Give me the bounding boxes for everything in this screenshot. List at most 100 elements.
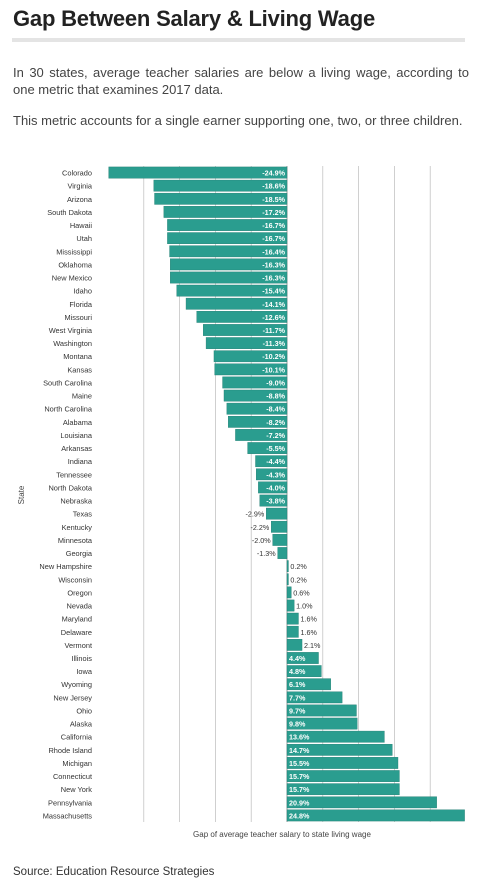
bar xyxy=(286,717,358,730)
value-label: -14.1% xyxy=(262,300,285,309)
description-paragraph-1: In 30 states, average teacher salaries a… xyxy=(13,65,469,97)
y-axis-label: State xyxy=(17,485,26,504)
category-label: Arizona xyxy=(67,195,93,204)
value-labels: -24.9% -18.6% -18.5% -17.2% -16.7% -16.7% -16.… xyxy=(245,169,321,821)
bar xyxy=(286,652,319,664)
bar xyxy=(170,271,288,284)
bar xyxy=(213,350,288,363)
category-label: New Jersey xyxy=(53,693,92,702)
category-label: Oregon xyxy=(67,588,92,597)
category-label: New Mexico xyxy=(52,274,92,283)
category-label: Nevada xyxy=(67,602,93,611)
value-label: 1.6% xyxy=(300,615,317,624)
bar xyxy=(203,324,288,336)
bar xyxy=(286,573,289,586)
value-label: 2.1% xyxy=(304,641,321,650)
bar xyxy=(286,730,385,743)
bar xyxy=(286,599,295,612)
value-label: 13.6% xyxy=(289,733,310,742)
bar xyxy=(222,376,288,389)
category-label: West Virginia xyxy=(49,326,93,335)
value-label: 15.7% xyxy=(289,772,310,781)
bar xyxy=(214,363,288,376)
description-paragraph-2: This metric accounts for a single earner… xyxy=(13,113,463,128)
value-label: -8.4% xyxy=(266,405,285,414)
category-label: Connecticut xyxy=(53,772,92,781)
bar xyxy=(266,507,288,520)
bar xyxy=(286,691,343,704)
value-label: 1.6% xyxy=(300,628,317,637)
bar xyxy=(167,232,288,245)
value-label: -11.3% xyxy=(263,339,286,348)
category-label: California xyxy=(61,733,93,742)
value-label: -18.5% xyxy=(262,195,285,204)
category-label: Idaho xyxy=(74,287,93,296)
bar xyxy=(286,639,303,651)
value-label: 6.1% xyxy=(289,680,306,689)
value-label: 0.6% xyxy=(293,588,310,597)
value-label: 0.2% xyxy=(290,562,307,571)
category-label: Massachusetts xyxy=(43,811,93,820)
value-label: -12.6% xyxy=(262,313,285,322)
value-label: 1.0% xyxy=(296,602,313,611)
category-label: Ohio xyxy=(76,706,92,715)
category-label: Missouri xyxy=(64,313,92,322)
value-label: 9.8% xyxy=(289,720,306,729)
bar xyxy=(286,586,292,599)
value-label: -16.3% xyxy=(262,260,285,269)
bar xyxy=(163,206,288,218)
category-label: Indiana xyxy=(68,457,93,466)
category-label: Wyoming xyxy=(61,680,92,689)
category-label: Hawaii xyxy=(70,221,93,230)
category-label: Michigan xyxy=(62,759,92,768)
chart-title: Gap Between Salary & Living Wage xyxy=(13,6,375,31)
bar xyxy=(247,442,288,454)
value-label: 9.7% xyxy=(289,706,306,715)
bar xyxy=(167,219,288,231)
bar xyxy=(259,494,288,507)
category-label: Texas xyxy=(73,510,93,519)
value-label: -16.7% xyxy=(262,234,285,243)
bar xyxy=(228,415,288,428)
bar xyxy=(286,770,400,782)
category-label: Wisconsin xyxy=(58,575,92,584)
category-label: Mississippi xyxy=(56,247,92,256)
value-label: -4.0% xyxy=(266,483,285,492)
category-label: Vermont xyxy=(64,641,92,650)
bar xyxy=(286,704,357,717)
category-label: Kansas xyxy=(67,365,92,374)
category-label: Louisiana xyxy=(60,431,93,440)
value-label: -8.2% xyxy=(266,418,285,427)
value-label: -17.2% xyxy=(262,208,285,217)
bar xyxy=(277,547,288,559)
category-label: Alaska xyxy=(70,720,93,729)
bar xyxy=(169,245,288,258)
value-label: -3.8% xyxy=(266,497,285,506)
bar xyxy=(176,284,288,297)
category-label: Kentucky xyxy=(62,523,93,532)
value-label: -4.3% xyxy=(266,470,285,479)
value-label: -2.9% xyxy=(245,510,264,519)
value-label: -16.3% xyxy=(262,274,285,283)
category-label: Utah xyxy=(76,234,92,243)
value-label: 7.7% xyxy=(289,693,306,702)
bar xyxy=(286,757,399,769)
category-label: New Hampshire xyxy=(39,562,92,571)
bar xyxy=(235,429,288,441)
bar xyxy=(272,534,288,546)
category-label: Alabama xyxy=(63,418,93,427)
bar xyxy=(256,468,288,481)
category-label: Illinois xyxy=(71,654,92,663)
category-label: New York xyxy=(61,785,93,794)
bar xyxy=(223,389,288,402)
category-label: Virginia xyxy=(67,182,92,191)
category-label: Nebraska xyxy=(60,497,93,506)
bar xyxy=(286,783,400,796)
category-label: Georgia xyxy=(66,549,93,558)
category-label: Oklahoma xyxy=(58,260,93,269)
value-label: -2.2% xyxy=(250,523,269,532)
category-label: Maine xyxy=(72,392,92,401)
value-label: 4.4% xyxy=(289,654,306,663)
category-label: North Dakota xyxy=(48,483,92,492)
category-label: South Dakota xyxy=(47,208,93,217)
